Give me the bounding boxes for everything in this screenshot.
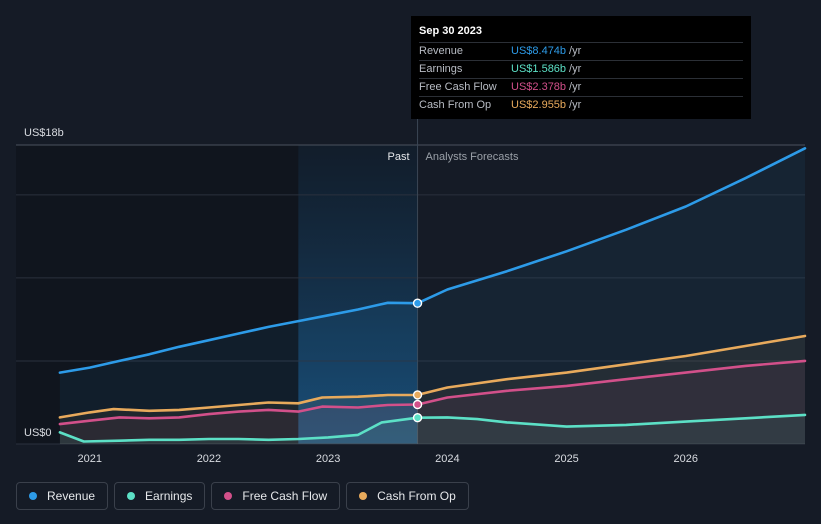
series-marker	[412, 298, 423, 308]
series-area	[59, 148, 805, 445]
legend-label: Revenue	[47, 489, 96, 503]
x-tick-label: 2023	[316, 453, 340, 465]
legend-label: Earnings	[145, 489, 193, 503]
series-line	[58, 334, 807, 419]
tooltip: Sep 30 2023 Revenue US$8.474b /yr Earnin…	[411, 16, 751, 119]
legend-item-revenue[interactable]: Revenue	[16, 482, 109, 510]
legend-dot-icon	[29, 492, 37, 500]
y-axis-min-label: US$0	[24, 427, 52, 439]
tooltip-row-earnings: Earnings US$1.586b /yr	[419, 60, 743, 78]
legend-item-free-cash-flow[interactable]: Free Cash Flow	[211, 482, 341, 510]
tooltip-label: Revenue	[419, 45, 464, 57]
series-area	[59, 336, 805, 444]
tooltip-row-cash-from-op: Cash From Op US$2.955b /yr	[419, 96, 743, 114]
tooltip-label: Cash From Op	[419, 99, 492, 111]
tooltip-value: US$2.955b	[511, 99, 567, 111]
legend-label: Cash From Op	[377, 489, 456, 503]
past-label: Past	[388, 151, 410, 163]
tooltip-value: US$1.586b	[511, 63, 567, 75]
tooltip-unit: /yr	[569, 99, 582, 111]
legend-dot-icon	[224, 492, 233, 500]
series-area	[59, 414, 805, 444]
tooltip-label: Free Cash Flow	[419, 81, 497, 93]
series-line	[58, 147, 807, 374]
x-tick-label: 2025	[554, 453, 578, 465]
tooltip-row-revenue: Revenue US$8.474b /yr	[419, 42, 743, 60]
series-marker	[412, 412, 423, 423]
legend-dot-icon	[127, 492, 136, 500]
legend-label: Free Cash Flow	[242, 489, 328, 503]
x-tick-label: 2026	[674, 453, 698, 465]
series-marker	[412, 399, 423, 410]
legend-dot-icon	[359, 492, 368, 500]
forecast-label: Analysts Forecasts	[426, 151, 519, 163]
series-area	[59, 360, 805, 444]
tooltip-unit: /yr	[569, 63, 582, 75]
tooltip-unit: /yr	[569, 81, 582, 93]
series-line	[58, 413, 807, 443]
tooltip-row-free-cash-flow: Free Cash Flow US$2.378b /yr	[419, 78, 743, 96]
series-marker	[412, 390, 423, 400]
tooltip-value: US$8.474b	[511, 45, 567, 57]
tooltip-unit: /yr	[569, 45, 582, 57]
tooltip-label: Earnings	[419, 63, 463, 75]
tooltip-date: Sep 30 2023	[419, 25, 482, 37]
x-tick-label: 2021	[77, 453, 101, 465]
legend-item-cash-from-op[interactable]: Cash From Op	[346, 482, 469, 510]
x-tick-label: 2022	[197, 453, 221, 465]
tooltip-value: US$2.378b	[511, 81, 567, 93]
series-line	[58, 359, 807, 426]
x-tick-label: 2024	[435, 453, 459, 465]
legend: Revenue Earnings Free Cash Flow Cash Fro…	[16, 482, 469, 510]
y-axis-max-label: US$18b	[24, 127, 64, 139]
legend-item-earnings[interactable]: Earnings	[114, 482, 206, 510]
